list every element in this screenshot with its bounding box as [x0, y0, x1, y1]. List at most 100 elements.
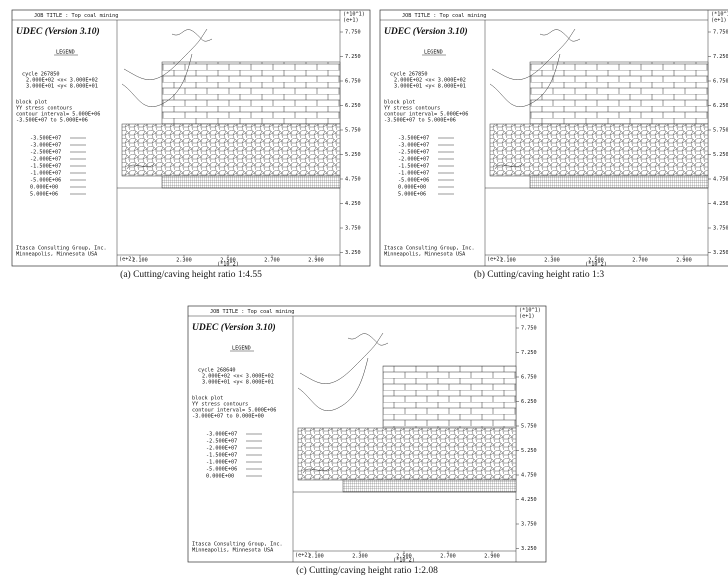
y-tick-label: 6.750 — [521, 375, 537, 381]
y-tick-label: 6.750 — [345, 79, 361, 85]
y-tick-label: 5.750 — [521, 424, 537, 430]
y-tick-label: 3.750 — [713, 226, 728, 232]
panel-frame — [187, 305, 547, 563]
job-title: JOB TITLE : Top coal mining — [402, 13, 486, 19]
y-scale: (e+1) — [343, 18, 359, 24]
y-tick-label: 7.250 — [345, 54, 361, 60]
x-tick-label: 2.700 — [632, 258, 648, 264]
stress-contour — [297, 357, 369, 411]
company: Itasca Consulting Group, Inc. — [384, 246, 475, 252]
udec-panel: JOB TITLE : Top coal mining UDEC (Version… — [187, 305, 547, 564]
state-line: cycle 267850 — [22, 72, 59, 78]
state-line: 2.000E+02 <x< 3.000E+02 — [26, 78, 98, 84]
y-scale: (*10^1) — [519, 308, 541, 314]
y-tick-label: 6.750 — [713, 79, 728, 85]
contour-level: -1.500E+07 — [30, 164, 61, 170]
plot-info: YY stress contours — [192, 402, 248, 408]
x-tick-label: 2.500 — [588, 258, 604, 264]
x-scale: (*10^2) — [393, 558, 415, 564]
contour-level: -2.000E+07 — [30, 157, 61, 163]
plot-info: contour interval= 5.000E+06 — [192, 408, 276, 414]
stress-contour — [121, 53, 193, 107]
y-tick-label: 4.250 — [345, 201, 361, 207]
contour-level: 5.000E+06 — [30, 192, 58, 198]
y-tick-label: 4.750 — [713, 177, 728, 183]
x-exp: (e+2) — [295, 553, 311, 559]
y-scale: (*10^1) — [343, 12, 365, 18]
contour-level: -1.500E+07 — [398, 164, 429, 170]
caption: (b) Cutting/caving height ratio 1:3 — [474, 269, 605, 280]
state-line: 3.000E+01 <y< 8.000E+01 — [394, 84, 466, 90]
contour-level: -5.000E+06 — [30, 178, 61, 184]
udec-panel: JOB TITLE : Top coal mining UDEC (Version… — [11, 9, 371, 268]
x-tick-label: 2.300 — [176, 258, 192, 264]
brick-layers — [161, 61, 341, 125]
y-tick-label: 4.250 — [521, 497, 537, 503]
y-tick-label: 4.250 — [713, 201, 728, 207]
contour-level: -5.000E+06 — [398, 178, 429, 184]
company: Minneapolis, Minnesota USA — [16, 252, 98, 258]
x-tick-label: 2.300 — [352, 554, 368, 560]
x-tick-label: 2.700 — [440, 554, 456, 560]
panels: JOB TITLE : Top coal mining UDEC (Version… — [11, 9, 728, 576]
y-tick-label: 5.250 — [345, 152, 361, 158]
contour-level: -2.500E+07 — [206, 439, 237, 445]
y-tick-label: 7.750 — [713, 30, 728, 36]
contour-level: -3.500E+07 — [30, 136, 61, 142]
y-tick-label: 3.250 — [713, 250, 728, 256]
stress-contour — [489, 53, 561, 107]
brick-layers — [382, 365, 517, 429]
stress-contour — [171, 29, 213, 42]
x-tick-label: 2.900 — [676, 258, 692, 264]
plot-info: -3.500E+07 to 5.000E+06 — [16, 118, 88, 124]
stress-contour — [491, 28, 576, 80]
x-tick-label: 2.500 — [220, 258, 236, 264]
x-tick-label: 2.100 — [500, 258, 516, 264]
plot-info: contour interval= 5.000E+06 — [384, 112, 468, 118]
plot-info: YY stress contours — [16, 106, 72, 112]
state-line: 3.000E+01 <y< 8.000E+01 — [26, 84, 98, 90]
y-tick-label: 3.250 — [345, 250, 361, 256]
contour-level: -2.500E+07 — [398, 150, 429, 156]
y-tick-label: 7.250 — [521, 350, 537, 356]
panel-frame — [379, 9, 728, 267]
contour-level: -2.000E+07 — [206, 446, 237, 452]
contour-level: -1.000E+07 — [398, 171, 429, 177]
caption: (a) Cutting/caving height ratio 1:4.55 — [120, 269, 262, 280]
y-tick-label: 7.750 — [345, 30, 361, 36]
y-tick-label: 5.250 — [713, 152, 728, 158]
brick-layers — [529, 61, 709, 125]
caption: (c) Cutting/caving height ratio 1:2.08 — [296, 565, 438, 576]
x-tick-label: 2.100 — [308, 554, 324, 560]
contour-level: 0.000E+00 — [398, 185, 426, 191]
panel-frame — [11, 9, 371, 267]
y-tick-label: 5.250 — [521, 448, 537, 454]
company: Minneapolis, Minnesota USA — [384, 252, 466, 258]
plot-info: YY stress contours — [384, 106, 440, 112]
y-tick-label: 6.250 — [521, 399, 537, 405]
coal-mesh — [161, 175, 341, 189]
y-tick-label: 6.250 — [713, 103, 728, 109]
stress-contour — [123, 28, 208, 80]
caved-blocks — [121, 123, 341, 177]
y-scale: (e+1) — [711, 18, 727, 24]
version: UDEC (Version 3.10) — [384, 26, 468, 37]
y-tick-label: 4.750 — [521, 473, 537, 479]
contour-level: 5.000E+06 — [398, 192, 426, 198]
stress-contour — [299, 332, 384, 384]
contour-level: -3.500E+07 — [398, 136, 429, 142]
version: UDEC (Version 3.10) — [16, 26, 100, 37]
y-scale: (e+1) — [519, 314, 535, 320]
stress-contour — [126, 163, 155, 170]
version: UDEC (Version 3.10) — [192, 322, 276, 333]
job-title: JOB TITLE : Top coal mining — [210, 309, 294, 315]
contour-level: -3.000E+07 — [398, 143, 429, 149]
job-title: JOB TITLE : Top coal mining — [34, 13, 118, 19]
company: Itasca Consulting Group, Inc. — [16, 246, 107, 252]
contour-level: -2.000E+07 — [398, 157, 429, 163]
coal-mesh — [342, 479, 517, 493]
y-tick-label: 5.750 — [713, 128, 728, 134]
x-tick-label: 2.100 — [132, 258, 148, 264]
y-tick-label: 4.750 — [345, 177, 361, 183]
